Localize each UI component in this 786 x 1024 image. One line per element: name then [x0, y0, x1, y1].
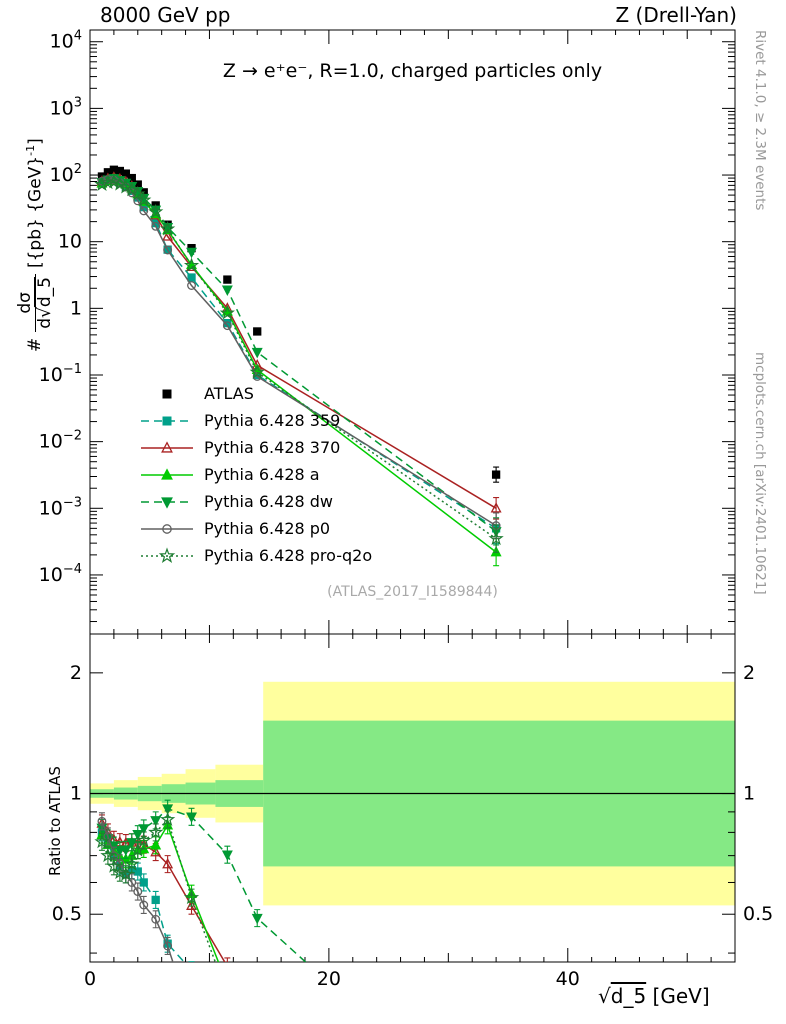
svg-text:1: 1 — [70, 783, 82, 805]
legend-item-atlas: ATLAS — [138, 380, 372, 407]
main-y-axis-label: # dσ d√d_5 [{pb} {GeV}-1] — [15, 138, 55, 352]
pythia-359-line-sample — [138, 412, 196, 430]
process-header: Z (Drell-Yan) — [615, 3, 737, 27]
legend-item-pythia-359: Pythia 6.428 359 — [138, 407, 372, 434]
ylabel-fraction: dσ d√d_5 — [15, 274, 55, 332]
svg-text:10−4: 10−4 — [39, 562, 82, 586]
svg-text:2: 2 — [70, 662, 82, 684]
legend-item-pythia-a: Pythia 6.428 a — [138, 461, 372, 488]
ylabel-units-exp: -1 — [24, 144, 38, 156]
legend-label: Pythia 6.428 a — [204, 465, 320, 484]
legend-label: Pythia 6.428 p0 — [204, 519, 331, 538]
ylabel-units-pre: [{pb} {GeV} — [26, 155, 47, 269]
mcplots-reference-note: mcplots.cern.ch [arXiv:2401.10621] — [752, 352, 768, 595]
legend-item-pythia-370: Pythia 6.428 370 — [138, 434, 372, 461]
svg-text:40: 40 — [556, 968, 580, 990]
plot-title: Z → e⁺e⁻, R=1.0, charged particles only — [222, 60, 603, 82]
svg-text:0: 0 — [84, 968, 96, 990]
svg-text:10−1: 10−1 — [39, 362, 82, 386]
legend-item-pythia-dw: Pythia 6.428 dw — [138, 488, 372, 515]
sqrt-symbol: √ — [598, 984, 611, 1008]
legend-label: Pythia 6.428 pro-q2o — [204, 546, 373, 565]
legend-label: ATLAS — [204, 384, 254, 403]
ylabel-den-arg: d_5 — [34, 277, 55, 308]
pythia-pro-q2o-line-sample — [138, 546, 196, 565]
legend-label: Pythia 6.428 370 — [204, 438, 341, 457]
legend-item-pythia-p0: Pythia 6.428 p0 — [138, 515, 372, 542]
ylabel-units: [{pb} {GeV}-1] — [24, 138, 46, 268]
svg-text:104: 104 — [50, 29, 82, 53]
svg-text:0.5: 0.5 — [743, 903, 773, 925]
svg-text:0.5: 0.5 — [52, 903, 82, 925]
svg-text:10: 10 — [58, 231, 82, 253]
svg-text:1: 1 — [743, 783, 755, 805]
x-axis-units: [GeV] — [646, 984, 710, 1008]
ratio-y-axis-label: Ratio to ATLAS — [46, 766, 64, 876]
ylabel-den-pre: d√ — [34, 307, 55, 329]
ylabel-units-post: ] — [26, 138, 47, 145]
ylabel-prefix: # — [25, 337, 46, 352]
legend: ATLAS Pythia 6.428 359 Pythia 6.428 370 … — [138, 380, 372, 569]
ylabel-denominator: d√d_5 — [34, 274, 55, 332]
atlas-marker-sample — [138, 385, 196, 403]
svg-text:20: 20 — [317, 968, 341, 990]
legend-label: Pythia 6.428 dw — [204, 492, 333, 511]
ylabel-numerator: dσ — [15, 292, 35, 314]
svg-text:103: 103 — [50, 95, 82, 119]
x-axis-variable: d_5 — [610, 984, 647, 1008]
pythia-p0-line-sample — [138, 520, 196, 538]
legend-label: Pythia 6.428 359 — [204, 411, 341, 430]
legend-item-pythia-pro-q2o: Pythia 6.428 pro-q2o — [138, 542, 372, 569]
svg-text:102: 102 — [50, 162, 82, 186]
svg-text:10−3: 10−3 — [39, 495, 82, 519]
beam-energy-header: 8000 GeV pp — [100, 3, 231, 27]
svg-text:10−2: 10−2 — [39, 429, 82, 453]
analysis-watermark: (ATLAS_2017_I1589844) — [327, 584, 498, 600]
pythia-a-line-sample — [138, 466, 196, 484]
rivet-version-note: Rivet 4.1.0, ≥ 2.3M events — [752, 30, 768, 211]
svg-text:1: 1 — [70, 297, 82, 319]
svg-text:2: 2 — [743, 662, 755, 684]
pythia-dw-line-sample — [138, 493, 196, 511]
pythia-370-line-sample — [138, 439, 196, 457]
x-axis-label: √d_5 [GeV] — [598, 984, 710, 1008]
